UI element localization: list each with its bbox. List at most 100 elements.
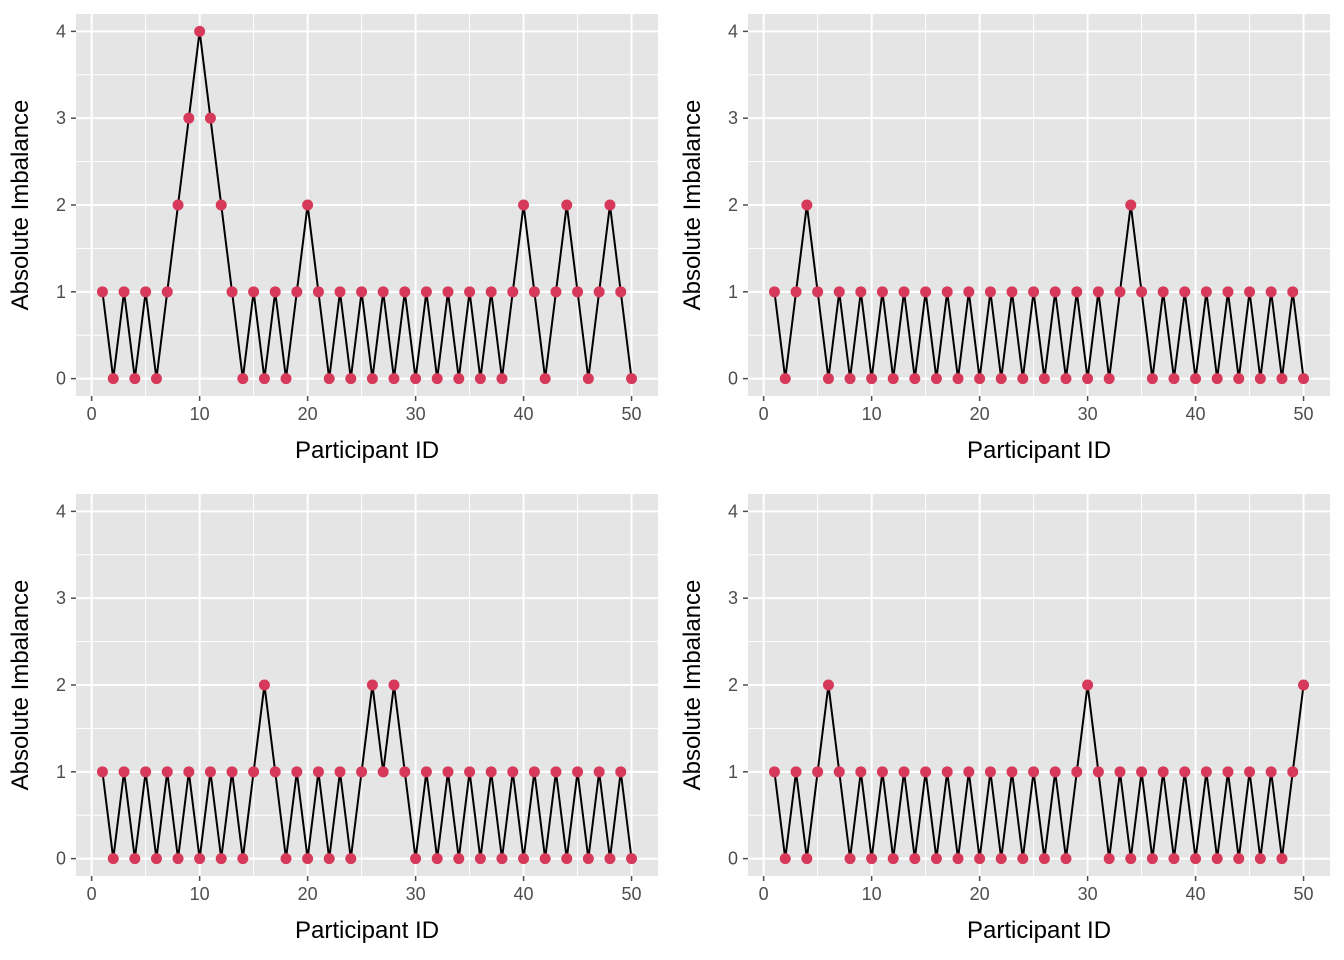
data-point: [887, 373, 899, 385]
y-axis-title: Absolute Imbalance: [679, 580, 706, 791]
data-point: [909, 373, 921, 385]
data-point: [833, 286, 845, 298]
data-point: [995, 373, 1007, 385]
data-point: [464, 766, 476, 778]
x-axis-title: Participant ID: [967, 917, 1111, 944]
x-tick-label: 40: [514, 884, 534, 904]
x-tick-label: 20: [298, 404, 318, 424]
x-tick-label: 20: [970, 404, 990, 424]
x-tick-label: 50: [1294, 884, 1314, 904]
data-point: [356, 766, 368, 778]
data-point: [855, 766, 867, 778]
data-point: [366, 679, 378, 691]
data-point: [215, 853, 227, 865]
data-point: [1190, 373, 1202, 385]
x-tick-label: 40: [514, 404, 534, 424]
data-point: [269, 766, 281, 778]
x-tick-label: 30: [1078, 404, 1098, 424]
data-point: [172, 199, 184, 211]
data-point: [1049, 286, 1061, 298]
data-point: [334, 286, 346, 298]
data-point: [1233, 373, 1245, 385]
data-point: [528, 286, 540, 298]
data-point: [1287, 766, 1299, 778]
x-tick-label: 10: [190, 884, 210, 904]
data-point: [801, 199, 813, 211]
data-point: [984, 286, 996, 298]
data-point: [194, 25, 206, 37]
x-axis-title: Participant ID: [295, 917, 439, 944]
x-tick-label: 20: [298, 884, 318, 904]
data-point: [118, 286, 130, 298]
data-point: [779, 373, 791, 385]
data-point: [528, 766, 540, 778]
data-point: [410, 373, 422, 385]
data-point: [974, 373, 986, 385]
data-point: [496, 373, 508, 385]
data-point: [876, 766, 888, 778]
data-point: [464, 286, 476, 298]
data-point: [1136, 286, 1148, 298]
data-point: [96, 286, 108, 298]
data-point: [561, 199, 573, 211]
series-line: [773, 684, 1305, 860]
data-point: [118, 766, 130, 778]
y-tick-label: 4: [56, 501, 66, 521]
data-point: [1233, 853, 1245, 865]
y-tick-label: 2: [56, 675, 66, 695]
x-tick-label: 0: [87, 404, 97, 424]
data-point: [280, 853, 292, 865]
data-point: [1298, 679, 1310, 691]
data-point: [550, 286, 562, 298]
data-point: [790, 766, 802, 778]
y-tick-label: 2: [728, 195, 738, 215]
data-point: [431, 853, 443, 865]
data-point: [291, 286, 303, 298]
data-point: [226, 766, 238, 778]
data-point: [1179, 286, 1191, 298]
chart-panel-3: 0 10 20 30 40 50 0 1 2 3 4 Participant ID Absolute I…: [7, 494, 658, 944]
data-point: [952, 373, 964, 385]
data-point: [1211, 853, 1223, 865]
data-point: [941, 766, 953, 778]
data-point: [1082, 679, 1094, 691]
data-point: [822, 679, 834, 691]
x-tick-label: 30: [1078, 884, 1098, 904]
data-point: [866, 853, 878, 865]
data-point: [518, 853, 530, 865]
data-point: [1103, 853, 1115, 865]
data-point: [334, 766, 346, 778]
y-tick-label: 2: [56, 195, 66, 215]
data-point: [172, 853, 184, 865]
data-point: [258, 373, 270, 385]
data-point: [518, 199, 530, 211]
data-point: [237, 373, 249, 385]
data-point: [1276, 853, 1288, 865]
data-point: [312, 286, 324, 298]
data-point: [507, 286, 519, 298]
data-point: [129, 853, 141, 865]
data-point: [312, 766, 324, 778]
data-point: [388, 679, 400, 691]
data-point: [898, 766, 910, 778]
data-point: [930, 373, 942, 385]
series-line: [101, 684, 633, 860]
data-point: [963, 286, 975, 298]
data-point: [161, 286, 173, 298]
data-point: [995, 853, 1007, 865]
data-point: [204, 766, 216, 778]
chart-panel-4: 0 10 20 30 40 50 0 1 2 3 4 Participant ID Absolute I…: [679, 494, 1330, 944]
data-point: [561, 853, 573, 865]
data-point: [1200, 766, 1212, 778]
data-point: [420, 766, 432, 778]
data-point: [323, 853, 335, 865]
data-point: [1038, 853, 1050, 865]
x-axis-title: Participant ID: [295, 437, 439, 464]
data-point: [1276, 373, 1288, 385]
y-tick-label: 1: [56, 762, 66, 782]
data-point: [442, 286, 454, 298]
data-point: [302, 199, 314, 211]
data-point: [539, 373, 551, 385]
y-tick-label: 4: [728, 21, 738, 41]
